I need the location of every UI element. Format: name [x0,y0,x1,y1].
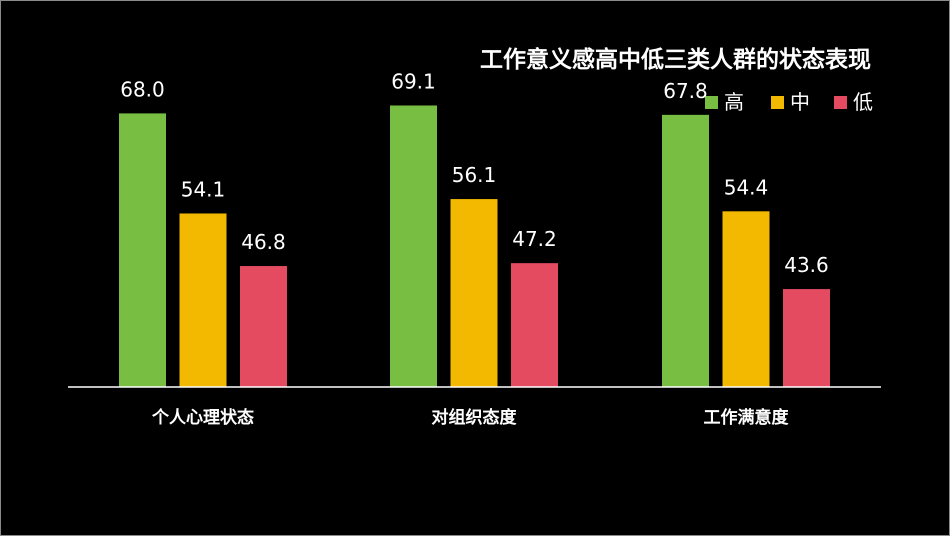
data-label-高-个人心理状态: 68.0 [120,77,165,101]
data-label-高-工作满意度: 67.8 [663,79,708,103]
data-label-中-工作满意度: 54.4 [724,175,769,199]
bar-高-对组织态度 [390,105,437,387]
category-label: 对组织态度 [432,407,518,428]
data-label-低-对组织态度: 47.2 [512,227,557,251]
legend-label-中: 中 [790,90,810,114]
chart-title: 工作意义感高中低三类人群的状态表现 [480,46,871,73]
bar-中-对组织态度 [450,199,498,387]
bar-高-工作满意度 [662,114,709,387]
bar-中-工作满意度 [722,211,770,387]
bar-中-个人心理状态 [179,213,227,387]
bar-低-个人心理状态 [240,266,287,387]
data-label-中-对组织态度: 56.1 [452,163,497,187]
bar-低-工作满意度 [783,289,830,387]
category-label: 工作满意度 [704,407,790,428]
bar-低-对组织态度 [511,263,558,387]
legend-label-高: 高 [724,90,744,114]
value-labels-group: 68.0 54.1 46.8 69.1 56.1 47.2 67.8 54.4 43.6 [120,69,829,277]
bar-高-个人心理状态 [119,113,166,388]
legend-label-低: 低 [853,90,873,114]
legend-swatch-低 [834,96,847,109]
data-label-低-个人心理状态: 46.8 [241,230,286,254]
legend-swatch-中 [771,96,784,109]
category-label: 个人心理状态 [151,407,254,428]
data-label-低-工作满意度: 43.6 [784,253,829,277]
category-labels-group: 个人心理状态 对组织态度 工作满意度 [151,407,789,428]
bars-group [119,105,830,388]
legend: 高中低 [705,90,873,114]
data-label-高-对组织态度: 69.1 [391,69,436,93]
data-label-中-个人心理状态: 54.1 [181,177,226,201]
legend-swatch-高 [705,96,718,109]
